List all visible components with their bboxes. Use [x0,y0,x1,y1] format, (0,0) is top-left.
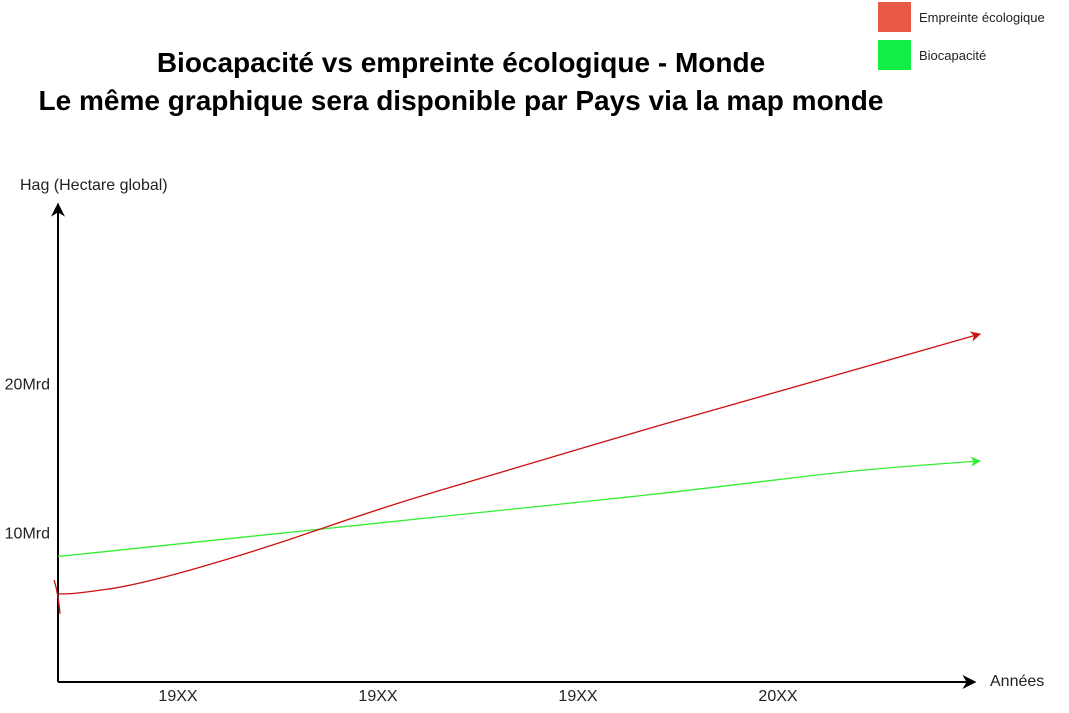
series-start-hook [53,579,61,615]
legend-item-empreinte: Empreinte écologique [878,2,1045,32]
series-line-biocapacite [57,456,982,558]
legend-swatch-empreinte [878,2,911,32]
y-tick-label: 20Mrd [5,376,50,393]
x-tick-label: 20XX [758,688,797,705]
legend-swatch-biocapacite [878,40,911,70]
x-tick-label: 19XX [158,688,197,705]
y-tick-label: 10Mrd [5,526,50,543]
y-axis-label: Hag (Hectare global) [20,177,168,194]
series-line-empreinte [57,331,982,595]
chart-subtitle: Le même graphique sera disponible par Pa… [38,85,884,116]
legend-label-empreinte: Empreinte écologique [919,9,1045,25]
legend-label-biocapacite: Biocapacité [919,47,987,63]
chart-title: Biocapacité vs empreinte écologique - Mo… [156,47,766,78]
x-tick-label: 19XX [558,688,597,705]
legend-item-biocapacite: Biocapacité [878,40,986,70]
x-axis-label: Années [990,673,1044,690]
x-tick-label: 19XX [358,688,397,705]
